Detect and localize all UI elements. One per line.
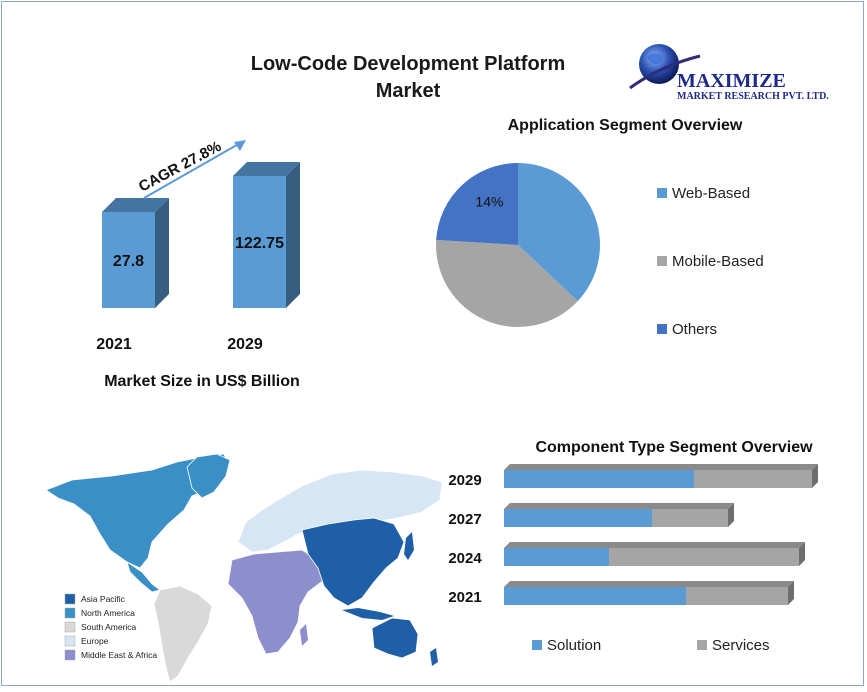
middle-east-africa-region (227, 549, 325, 655)
title-line-2: Market (376, 80, 441, 102)
market-size-chart: 27.8 2021 122.75 2029 (96, 162, 300, 353)
map-legend-label: Asia Pacific (81, 594, 126, 604)
map-legend-swatch (64, 649, 76, 661)
stacked-bar-segment-solution (504, 548, 609, 566)
map-legend-swatch (64, 607, 76, 619)
market-bar-value-label: 122.75 (235, 235, 284, 252)
map-legend-label: Middle East & Africa (81, 650, 157, 660)
stacked-bar-year-label: 2024 (448, 550, 482, 567)
legend-swatch (657, 324, 667, 334)
globe-icon (639, 44, 679, 84)
cagr-arrow-icon (143, 141, 243, 199)
application-legend: Web-Based Mobile-Based Others (657, 185, 764, 338)
australia-region (371, 617, 419, 659)
map-legend: Asia Pacific North America South America Eu… (64, 593, 157, 661)
south-america-region (153, 585, 213, 683)
stacked-bar-segment-services (609, 548, 799, 566)
map-legend-label: North America (81, 608, 135, 618)
market-bar-side (155, 198, 169, 308)
market-bar-top (102, 198, 169, 212)
company-logo: MAXIMIZE MARKET RESEARCH PVT. LTD. (629, 44, 829, 102)
market-bar-top (233, 162, 300, 176)
map-legend-label: Europe (81, 636, 109, 646)
central-america-region (126, 561, 161, 593)
map-legend-swatch (64, 635, 76, 647)
pie-slice-others (436, 163, 518, 245)
legend-label: Mobile-Based (672, 253, 764, 270)
market-bar-value-label: 27.8 (113, 253, 144, 270)
pie-slice-web-based (518, 163, 600, 302)
legend-label: Others (672, 321, 717, 338)
stacked-bar-segment-services (694, 470, 812, 488)
pie-slice-mobile-based (436, 239, 578, 328)
stacked-bar-top (504, 581, 794, 587)
asia-pacific-region (301, 517, 405, 607)
market-bar-year-label: 2021 (96, 336, 132, 353)
legend-swatch (697, 640, 707, 650)
world-map (45, 453, 443, 683)
stacked-bar-end (799, 542, 805, 566)
new-zealand-region (430, 648, 438, 666)
stacked-bar-year-label: 2021 (448, 589, 481, 606)
legend-label: Web-Based (672, 185, 750, 202)
pie-slice-data-label: 14% (475, 193, 503, 209)
stacked-bar-end (788, 581, 794, 605)
map-legend-label: South America (81, 622, 137, 632)
legend-label: Solution (547, 637, 601, 654)
stacked-bar-end (728, 503, 734, 527)
japan-region (404, 532, 414, 560)
stacked-bar-year-label: 2029 (448, 472, 481, 489)
stacked-bar-segment-services (652, 509, 728, 527)
stacked-bar-segment-solution (504, 470, 694, 488)
stacked-bar-top (504, 542, 805, 548)
stacked-bar-top (504, 503, 734, 509)
legend-swatch (657, 188, 667, 198)
indonesia-region (342, 608, 394, 620)
north-america-region (45, 453, 229, 569)
stacked-bar-end (812, 464, 818, 488)
component-legend: Solution Services (532, 637, 770, 654)
market-size-caption: Market Size in US$ Billion (104, 373, 300, 390)
market-bar-side (286, 162, 300, 308)
market-bar (233, 176, 286, 308)
stacked-bar-top (504, 464, 818, 470)
stacked-bar-segment-services (686, 587, 788, 605)
map-legend-swatch (64, 621, 76, 633)
stacked-bar-segment-solution (504, 587, 686, 605)
europe-region (237, 469, 443, 553)
cagr-annotation: CAGR 27.8% (136, 138, 246, 199)
logo-name: MAXIMIZE (677, 70, 786, 92)
stacked-bar-year-label: 2027 (448, 511, 481, 528)
application-pie-chart: 14% (436, 163, 600, 328)
legend-swatch (657, 256, 667, 266)
logo-subtitle: MARKET RESEARCH PVT. LTD. (677, 91, 829, 102)
application-chart-title: Application Segment Overview (508, 117, 743, 134)
component-stacked-bar-chart: 2029 2027 2024 2021 (448, 464, 818, 606)
component-chart-title: Component Type Segment Overview (535, 439, 813, 456)
stacked-bar-segment-solution (504, 509, 652, 527)
greenland-region (186, 453, 231, 499)
market-bar-year-label: 2029 (227, 336, 263, 353)
map-legend-swatch (64, 593, 76, 605)
legend-label: Services (712, 637, 770, 654)
market-bar (102, 212, 155, 308)
cagr-label: CAGR 27.8% (136, 138, 224, 196)
madagascar-region (300, 624, 308, 646)
title-line-1: Low-Code Development Platform (251, 53, 565, 75)
legend-swatch (532, 640, 542, 650)
